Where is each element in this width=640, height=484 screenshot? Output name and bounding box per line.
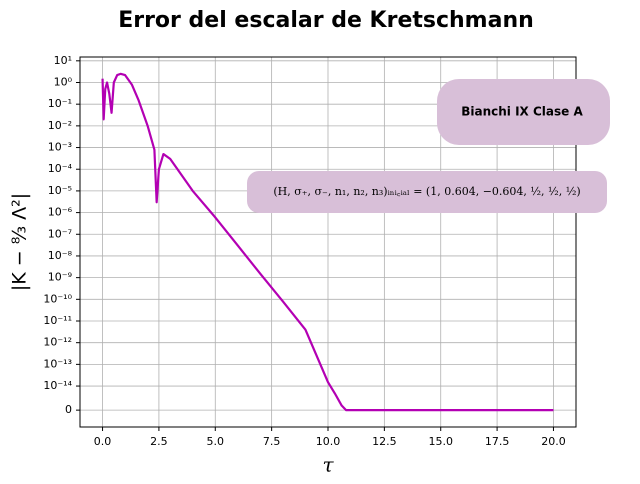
annotation: (H, σ₊, σ₋, n₁, n₂, n₃)ᵢₙᵢ꜀ᵢₐₗ = (1, 0.6…: [273, 185, 580, 198]
y-tick-label: 10⁻⁸: [48, 249, 73, 262]
annotation-box: [437, 79, 610, 145]
y-tick-label: 10⁻¹³: [43, 357, 72, 370]
x-tick-label: 15.0: [428, 435, 453, 448]
annotation-box: [247, 171, 607, 213]
y-tick-label: 10¹: [54, 54, 72, 67]
x-axis-label: τ: [322, 453, 334, 477]
y-tick-label: 10⁻⁵: [48, 184, 72, 197]
x-tick-label: 20.0: [541, 435, 566, 448]
x-tick-label: 10.0: [316, 435, 341, 448]
axes-frame: [79, 56, 577, 428]
y-tick-label: 10⁻¹⁴: [43, 379, 72, 392]
x-tick-label: 2.5: [150, 435, 168, 448]
y-tick-label: 10⁻⁹: [48, 271, 72, 284]
y-tick-label: 10⁰: [54, 75, 73, 88]
y-tick-label: 10⁻¹²: [43, 336, 72, 349]
x-tick-label: 7.5: [263, 435, 281, 448]
y-tick-label: 10⁻⁶: [48, 206, 73, 219]
y-tick-label: 10⁻¹⁰: [43, 292, 72, 305]
x-tick-label: 12.5: [372, 435, 397, 448]
y-axis-label: |K − ⁸⁄₃ Λ²|: [9, 193, 31, 291]
x-tick-label: 5.0: [207, 435, 225, 448]
y-tick-label: 10⁻⁴: [48, 162, 73, 175]
y-tick-label: 10⁻²: [48, 119, 72, 132]
x-tick-label: 17.5: [485, 435, 510, 448]
y-tick-label: 0: [65, 403, 72, 416]
y-tick-label: 10⁻⁷: [48, 227, 72, 240]
annotation: Bianchi IX Clase A: [461, 105, 583, 119]
y-tick-label: 10⁻³: [48, 141, 72, 154]
x-tick-label: 0.0: [94, 435, 112, 448]
y-tick-label: 10⁻¹¹: [43, 314, 72, 327]
y-tick-label: 10⁻¹: [48, 97, 72, 110]
data-line: [101, 72, 554, 412]
chart-title: Error del escalar de Kretschmann: [118, 8, 534, 33]
